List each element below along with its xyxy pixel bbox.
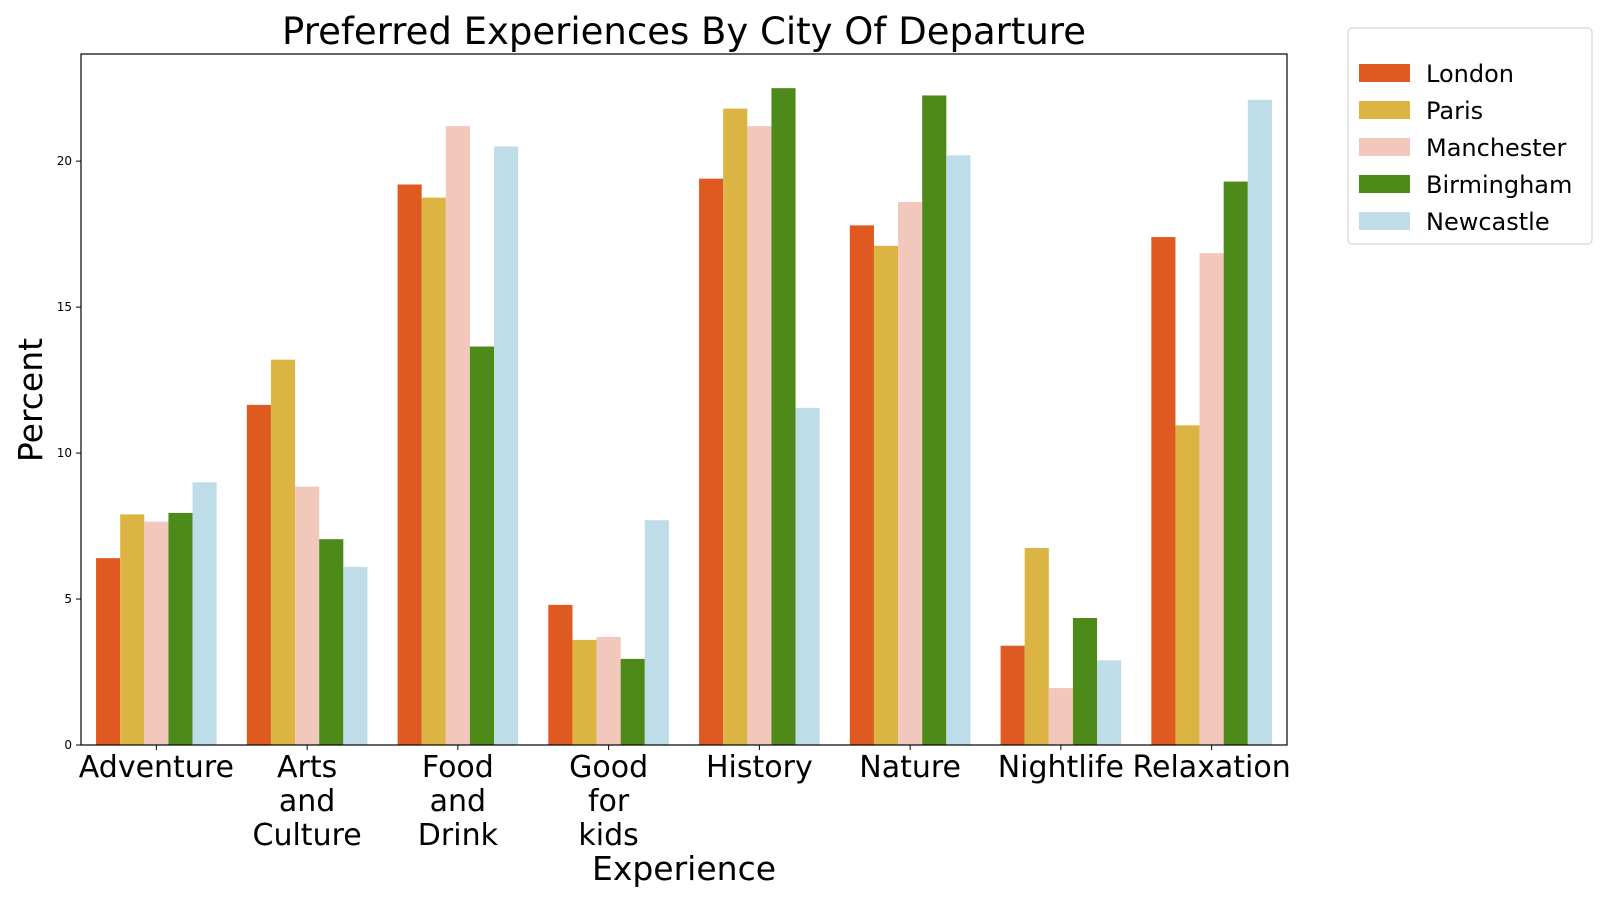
legend-label-birmingham: Birmingham xyxy=(1426,171,1572,199)
bar-london-8 xyxy=(1151,237,1176,746)
legend-swatch-manchester xyxy=(1359,138,1410,156)
x-tick-label-line: for xyxy=(588,784,630,819)
x-tick-label: Relaxation xyxy=(1132,750,1290,785)
bar-london-5 xyxy=(699,178,724,745)
bar-manchester-8 xyxy=(1199,253,1224,745)
legend-label-london: London xyxy=(1426,60,1514,88)
y-tick-label: 20 xyxy=(57,154,72,168)
x-tick-label-line: Good xyxy=(569,750,648,785)
x-tick-label: Arts and Culture xyxy=(253,750,362,853)
bar-london-2 xyxy=(246,404,271,745)
bar-paris-2 xyxy=(270,359,296,745)
bar-manchester-5 xyxy=(747,126,772,746)
legend-swatch-london xyxy=(1359,64,1410,82)
y-tick-label: 0 xyxy=(64,738,72,752)
bar-newcastle-3 xyxy=(494,146,519,746)
x-tick-label-line: kids xyxy=(578,818,638,853)
legend-swatch-birmingham xyxy=(1359,175,1410,193)
x-tick-label-line: and xyxy=(430,784,486,819)
bar-paris-6 xyxy=(873,245,899,746)
y-tick-label: 15 xyxy=(57,300,72,314)
bar-paris-7 xyxy=(1024,547,1049,745)
x-tick-label-line: Adventure xyxy=(79,750,234,785)
legend-swatch-newcastle xyxy=(1359,212,1410,230)
bar-manchester-2 xyxy=(295,486,320,745)
bar-birmingham-5 xyxy=(771,88,796,745)
legend-swatch-paris xyxy=(1359,101,1410,119)
bar-manchester-6 xyxy=(898,202,923,745)
x-tick-label: Good for kids xyxy=(569,750,648,853)
x-tick-label-line: and xyxy=(279,784,335,819)
x-tick-label-line: Culture xyxy=(253,818,362,853)
x-tick-label: Nightlife xyxy=(998,750,1124,785)
x-tick-label-line: Nature xyxy=(859,750,961,785)
bar-newcastle-5 xyxy=(795,407,820,745)
x-tick-label: Adventure xyxy=(79,750,234,785)
bar-birmingham-6 xyxy=(922,95,947,745)
bar-london-3 xyxy=(397,184,422,746)
bar-manchester-1 xyxy=(144,521,169,745)
x-tick-label: Nature xyxy=(859,750,961,785)
bar-newcastle-2 xyxy=(343,566,368,745)
bar-birmingham-3 xyxy=(469,346,495,745)
y-tick-label: 10 xyxy=(57,446,72,460)
bar-newcastle-6 xyxy=(946,155,971,746)
bar-paris-3 xyxy=(421,197,446,745)
bar-paris-5 xyxy=(723,108,748,746)
bar-paris-1 xyxy=(120,514,145,745)
x-tick-label-line: Arts xyxy=(277,750,337,785)
x-tick-label: Food and Drink xyxy=(418,750,499,853)
x-tick-label-line: Relaxation xyxy=(1132,750,1290,785)
x-axis-label: Experience xyxy=(592,849,776,888)
bar-london-7 xyxy=(1000,645,1025,745)
bar-birmingham-8 xyxy=(1223,181,1248,745)
bar-newcastle-7 xyxy=(1097,660,1122,745)
bar-newcastle-8 xyxy=(1247,99,1272,745)
bars-layer xyxy=(96,88,1272,746)
legend-label-manchester: Manchester xyxy=(1426,134,1566,162)
bar-birmingham-1 xyxy=(168,512,193,745)
bar-london-4 xyxy=(548,604,573,745)
x-tick-label: History xyxy=(706,750,813,785)
x-tick-label-line: Nightlife xyxy=(998,750,1124,785)
bar-manchester-3 xyxy=(445,126,470,746)
bar-london-1 xyxy=(96,558,121,745)
bar-newcastle-1 xyxy=(192,482,217,745)
bar-newcastle-4 xyxy=(644,520,669,745)
bar-birmingham-4 xyxy=(620,658,645,745)
chart-title: Preferred Experiences By City Of Departu… xyxy=(282,10,1086,53)
legend-label-paris: Paris xyxy=(1426,97,1483,125)
bar-london-6 xyxy=(849,225,874,746)
bar-manchester-7 xyxy=(1048,688,1073,745)
legend-label-newcastle: Newcastle xyxy=(1426,208,1550,236)
y-axis: 0 5 10 15 20 xyxy=(57,154,81,752)
bar-paris-4 xyxy=(572,639,597,745)
x-tick-label-line: History xyxy=(706,750,813,785)
legend: London Paris Manchester Birmingham Newcastle xyxy=(1347,27,1593,245)
bar-birmingham-7 xyxy=(1072,618,1098,745)
x-tick-label-line: Drink xyxy=(418,818,499,853)
bar-manchester-4 xyxy=(596,636,621,745)
y-tick-label: 5 xyxy=(64,592,72,606)
x-tick-label-line: Food xyxy=(422,750,494,785)
plot-frame xyxy=(80,53,1288,746)
bar-paris-8 xyxy=(1175,425,1200,745)
bar-birmingham-2 xyxy=(319,539,344,745)
y-axis-label: Percent xyxy=(11,338,50,462)
